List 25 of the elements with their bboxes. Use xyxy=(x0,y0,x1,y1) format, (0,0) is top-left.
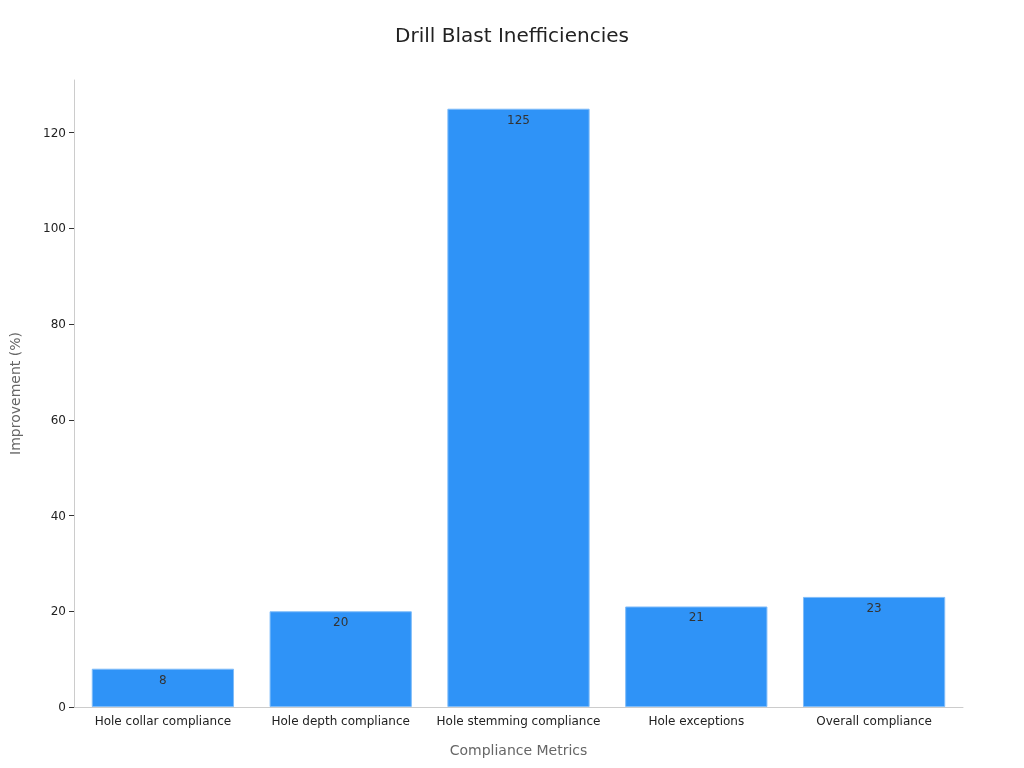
x-axis-title: Compliance Metrics xyxy=(449,742,588,758)
x-tick-label: Hole depth compliance xyxy=(271,714,410,728)
bar xyxy=(269,611,412,707)
data-label: 20 xyxy=(333,615,349,630)
bar xyxy=(91,668,235,707)
y-tick-label: 0 xyxy=(58,700,66,714)
y-tick-label: 40 xyxy=(50,508,66,523)
bar xyxy=(447,108,590,707)
data-label: 23 xyxy=(866,600,882,615)
y-axis-title: Improvement (%) xyxy=(7,332,23,455)
y-tick-label: 100 xyxy=(43,221,66,236)
bar xyxy=(802,596,946,707)
x-tick-label: Hole exceptions xyxy=(648,714,745,728)
x-tick-label: Overall compliance xyxy=(816,714,932,728)
chart-title: Drill Blast Inefficiencies xyxy=(395,23,629,47)
y-tick-label: 80 xyxy=(50,317,66,332)
bar xyxy=(625,606,768,707)
y-tick-label: 60 xyxy=(50,412,66,427)
data-label: 21 xyxy=(688,610,704,625)
data-label: 125 xyxy=(507,112,530,127)
y-tick-label: 120 xyxy=(43,125,66,140)
x-tick-label: Hole stemming compliance xyxy=(436,714,601,728)
data-label: 8 xyxy=(159,672,167,687)
y-tick-label: 20 xyxy=(50,604,66,619)
x-tick-label: Hole collar compliance xyxy=(94,714,232,728)
